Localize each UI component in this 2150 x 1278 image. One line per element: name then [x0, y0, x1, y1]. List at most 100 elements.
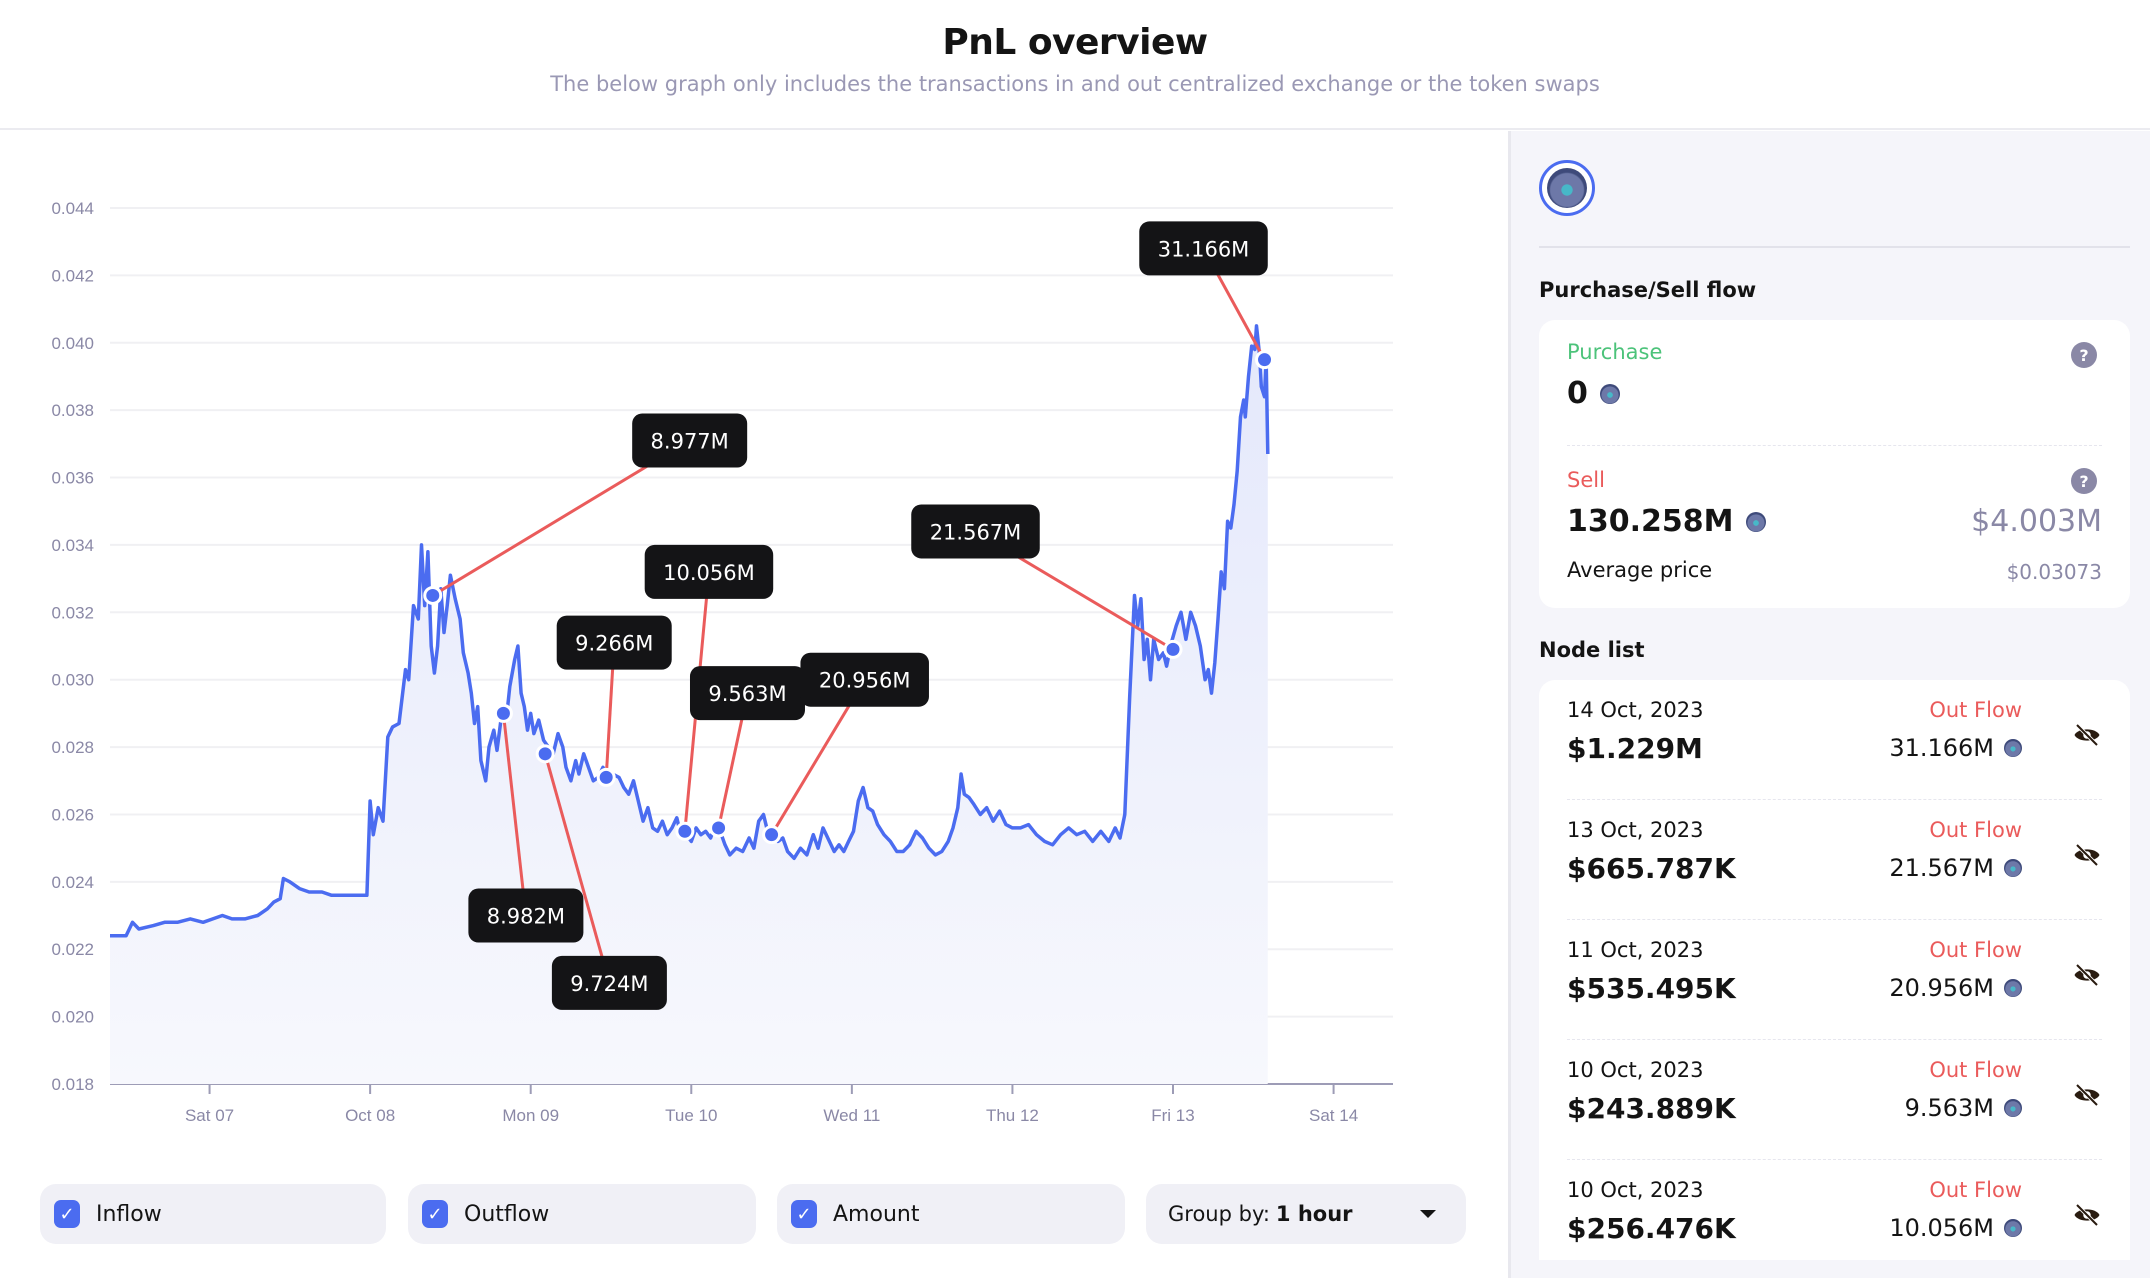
annotation-label-text: 10.056M — [663, 561, 755, 585]
token-icon — [2004, 859, 2022, 877]
annotation-point — [423, 585, 443, 605]
node-usd: $243.889K — [1567, 1092, 1736, 1125]
group-by-select[interactable]: Group by: 1 hour — [1146, 1184, 1466, 1244]
node-amount: 21.567M — [1889, 854, 1994, 882]
node-flow-type: Out Flow — [1929, 818, 2022, 842]
annotation-label-text: 8.982M — [487, 905, 565, 929]
token-icon — [2004, 1219, 2022, 1237]
y-tick-label: 0.044 — [51, 199, 94, 218]
node-date: 13 Oct, 2023 — [1567, 818, 1704, 842]
node-usd: $256.476K — [1567, 1212, 1736, 1245]
y-tick-label: 0.028 — [51, 738, 94, 757]
token-icon — [2004, 739, 2022, 757]
node-usd: $1.229M — [1567, 732, 1703, 765]
annotation-label-box — [468, 888, 584, 943]
divider — [1567, 1159, 2102, 1160]
legend-outflow-toggle[interactable]: ✓ Outflow — [408, 1184, 756, 1244]
y-tick-label: 0.034 — [51, 536, 94, 555]
y-tick-label: 0.020 — [51, 1008, 94, 1027]
y-tick-label: 0.036 — [51, 469, 94, 488]
node-date: 10 Oct, 2023 — [1567, 1178, 1704, 1202]
node-list-item[interactable]: 10 Oct, 2023 $243.889K Out Flow 9.563M — [1567, 1040, 2102, 1160]
annotation-label-box — [556, 615, 672, 670]
node-usd: $535.495K — [1567, 972, 1736, 1005]
legend-label: Outflow — [464, 1201, 550, 1227]
eye-off-icon[interactable] — [2072, 960, 2102, 990]
checkbox-checked-icon[interactable]: ✓ — [54, 1200, 80, 1228]
token-icon — [1547, 168, 1587, 208]
node-amount: 31.166M — [1889, 734, 1994, 762]
checkbox-checked-icon[interactable]: ✓ — [791, 1200, 817, 1228]
annotation-label-text: 9.724M — [570, 972, 648, 996]
node-list-item[interactable]: 13 Oct, 2023 $665.787K Out Flow 21.567M — [1567, 800, 2102, 920]
x-tick-label: Mon 09 — [502, 1106, 559, 1125]
node-flow-type: Out Flow — [1929, 938, 2022, 962]
node-flow-type: Out Flow — [1929, 1178, 2022, 1202]
eye-off-icon[interactable] — [2072, 1080, 2102, 1110]
purchase-amount-row: 0 — [1567, 376, 1620, 411]
annotation-label-text: 9.266M — [575, 632, 653, 656]
x-tick-label: Wed 11 — [823, 1106, 880, 1125]
token-icon — [1745, 511, 1766, 532]
average-price-label: Average price — [1567, 558, 1713, 582]
token-logo-icon — [1539, 160, 1595, 216]
annotation-connector — [501, 713, 528, 916]
annotation-label-text: 9.563M — [708, 682, 786, 706]
node-amount: 20.956M — [1889, 974, 1994, 1002]
token-icon — [1599, 383, 1620, 404]
node-list-item[interactable]: 10 Oct, 2023 $256.476K Out Flow 10.056M — [1567, 1160, 2102, 1260]
node-date: 11 Oct, 2023 — [1567, 938, 1704, 962]
token-icon — [2004, 1099, 2022, 1117]
node-flow-type: Out Flow — [1929, 698, 2022, 722]
node-list: 14 Oct, 2023 $1.229M Out Flow 31.166M 13… — [1539, 680, 2130, 1260]
node-amount-row: 9.563M — [1905, 1094, 2022, 1122]
node-date: 10 Oct, 2023 — [1567, 1058, 1704, 1082]
node-amount-row: 20.956M — [1889, 974, 2022, 1002]
divider — [1567, 799, 2102, 800]
group-by-label: Group by: — [1168, 1202, 1270, 1226]
y-tick-label: 0.042 — [51, 266, 94, 285]
annotation-label-text: 21.567M — [930, 520, 1022, 544]
help-icon[interactable]: ? — [2071, 342, 2097, 368]
checkbox-checked-icon[interactable]: ✓ — [422, 1200, 448, 1228]
help-icon[interactable]: ? — [2071, 468, 2097, 494]
node-list-title: Node list — [1539, 638, 1645, 662]
token-icon — [2004, 979, 2022, 997]
sell-label: Sell — [1567, 468, 1605, 492]
page-header: PnL overview The below graph only includ… — [0, 0, 2150, 130]
annotation-label-box — [1139, 221, 1268, 276]
purchase-label: Purchase — [1567, 340, 1663, 364]
annotation-label-box — [644, 544, 774, 599]
y-tick-label: 0.026 — [51, 805, 94, 824]
legend-amount-toggle[interactable]: ✓ Amount — [777, 1184, 1125, 1244]
annotation-point — [675, 821, 695, 841]
annotation-points — [423, 350, 1275, 845]
series-area-fill — [110, 325, 1268, 1084]
x-tick-label: Thu 12 — [986, 1106, 1039, 1125]
annotation-point — [493, 703, 513, 723]
eye-off-icon[interactable] — [2072, 720, 2102, 750]
annotation-label-text: 31.166M — [1158, 237, 1250, 261]
annotation-point — [535, 744, 555, 764]
annotation-point — [762, 825, 782, 845]
annotation-point — [709, 818, 729, 838]
annotation-point — [596, 767, 616, 787]
eye-off-icon[interactable] — [2072, 840, 2102, 870]
node-amount: 9.563M — [1904, 1094, 1994, 1122]
y-tick-label: 0.038 — [51, 401, 94, 420]
annotation-label-box — [551, 955, 667, 1010]
node-amount-row: 31.166M — [1889, 734, 2022, 762]
annotation-connector — [543, 753, 611, 984]
eye-off-icon[interactable] — [2072, 1200, 2102, 1230]
annotation-label-box — [689, 666, 805, 721]
node-amount-row: 21.567M — [1889, 854, 2022, 882]
annotation-label-box — [911, 504, 1040, 559]
page-title: PnL overview — [942, 22, 1208, 63]
average-price-value: $0.03073 — [2006, 560, 2102, 584]
legend-label: Inflow — [96, 1201, 162, 1227]
legend-label: Amount — [833, 1201, 920, 1227]
divider — [1567, 919, 2102, 920]
legend-inflow-toggle[interactable]: ✓ Inflow — [40, 1184, 386, 1244]
node-list-item[interactable]: 14 Oct, 2023 $1.229M Out Flow 31.166M — [1567, 680, 2102, 800]
node-list-item[interactable]: 11 Oct, 2023 $535.495K Out Flow 20.956M — [1567, 920, 2102, 1040]
